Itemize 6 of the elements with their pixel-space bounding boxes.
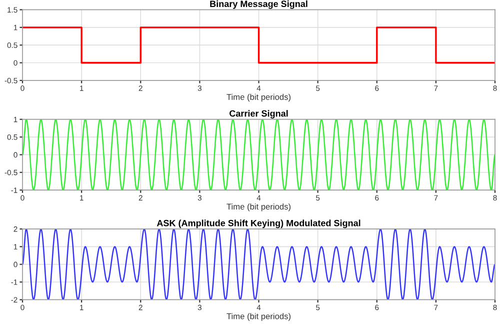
x-axis-title: Time (bit periods) bbox=[226, 94, 290, 102]
chart-title: Carrier Signal bbox=[230, 110, 288, 118]
chart-title: Binary Message Signal bbox=[210, 0, 308, 9]
x-axis-title: Time (bit periods) bbox=[226, 203, 290, 212]
x-axis-title: Time (bit periods) bbox=[226, 313, 290, 321]
chart-title: ASK (Amplitude Shift Keying) Modulated Signal bbox=[156, 220, 360, 228]
